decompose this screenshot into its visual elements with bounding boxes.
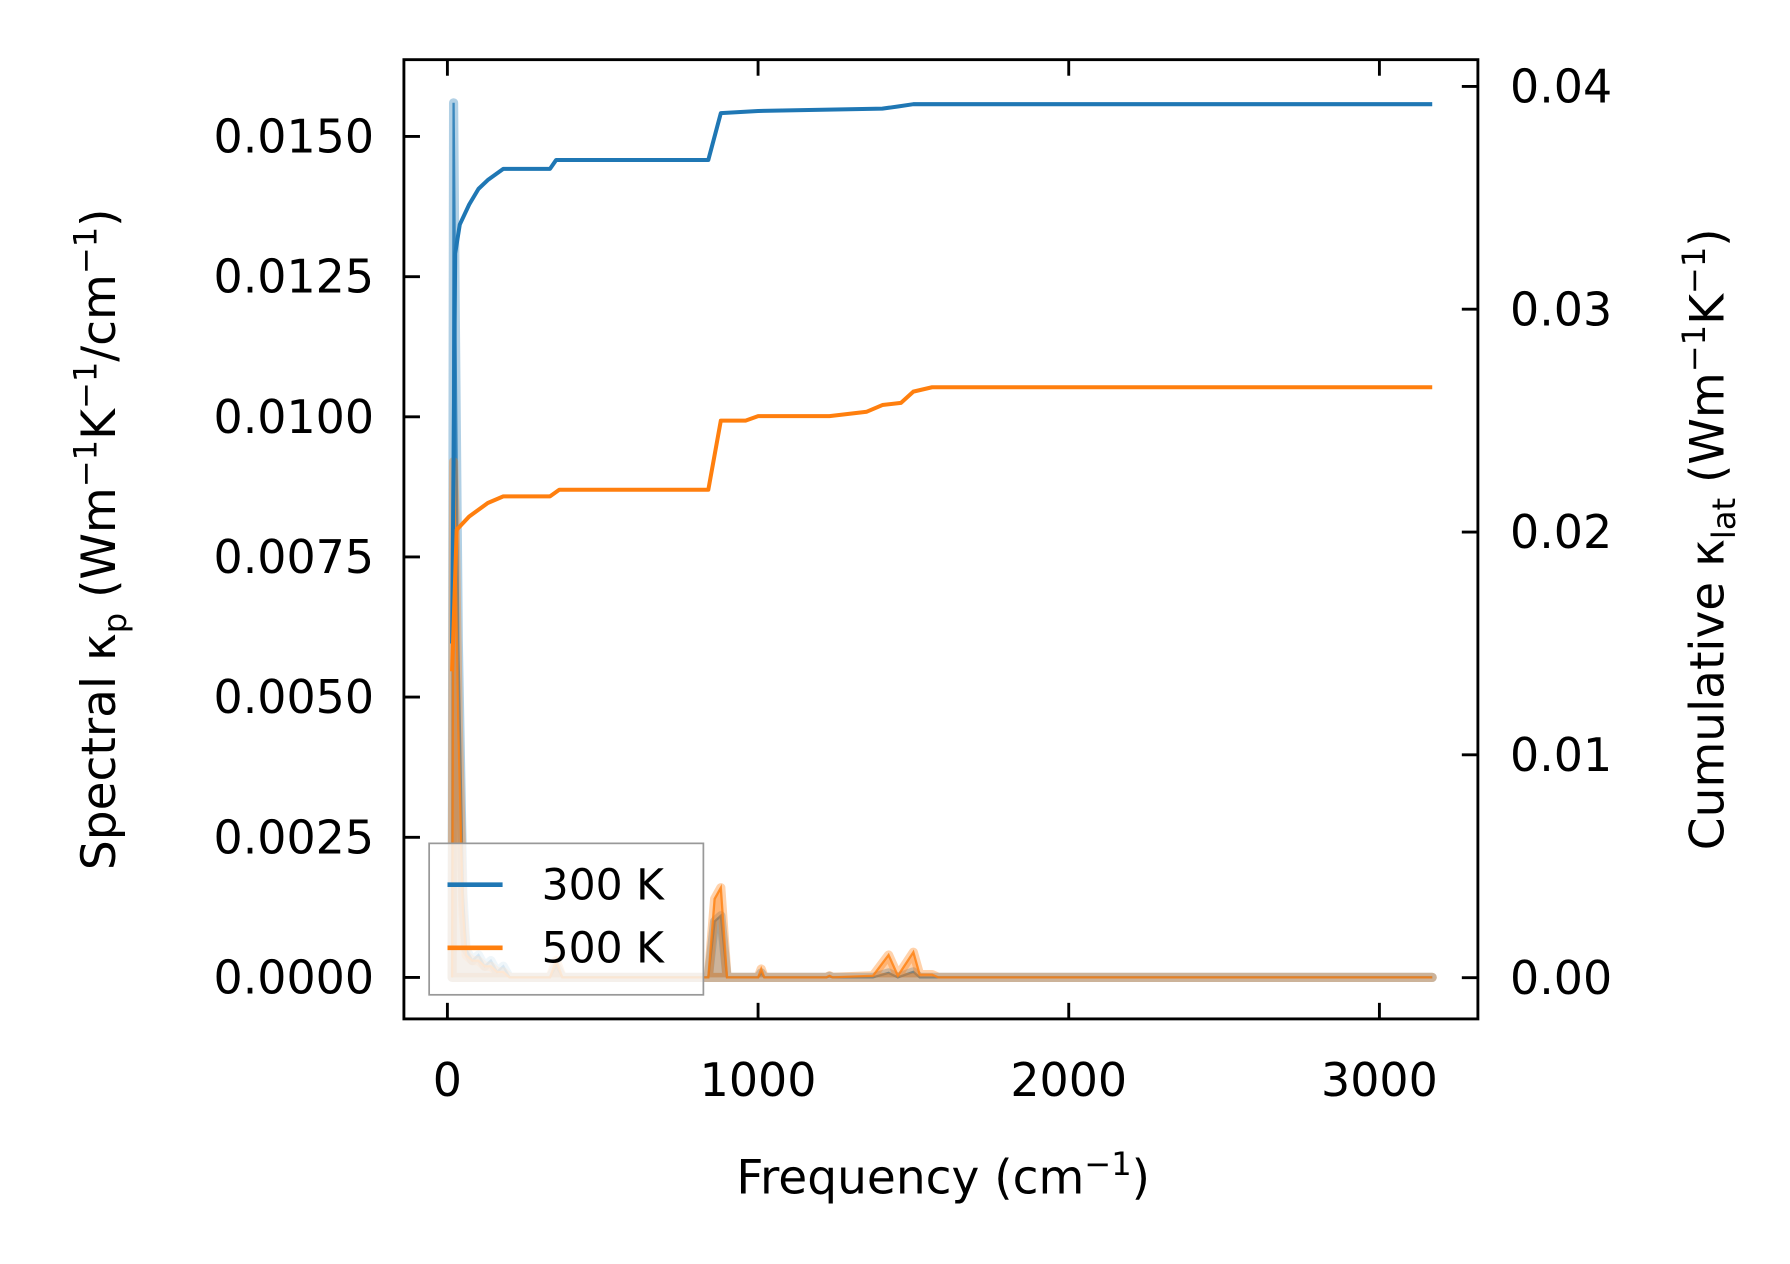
y-left-tick-label: 0.0075 xyxy=(214,530,375,584)
ticks: 0 1000 2000 3000 0.0000 0.0025 0.0050 0.0075 0.0… xyxy=(214,59,1613,1106)
y-left-tick-label: 0.0125 xyxy=(214,250,375,304)
x-tick-label: 3000 xyxy=(1321,1053,1438,1107)
legend-label-500k: 500 K xyxy=(542,925,665,974)
y-axis-left-label: Spectral κp (Wm−1K−1/cm−1) xyxy=(66,208,134,870)
y-left-tick-label: 0.0150 xyxy=(214,110,375,164)
y-right-tick-label: 0.04 xyxy=(1510,59,1612,113)
y-right-tick-label: 0.03 xyxy=(1510,282,1612,336)
x-tick-label: 1000 xyxy=(700,1053,817,1107)
y-left-tick-label: 0.0100 xyxy=(214,390,375,444)
y-right-tick-label: 0.01 xyxy=(1510,728,1612,782)
y-axis-right-label: Cumulative κlat (Wm−1K−1) xyxy=(1675,228,1743,850)
x-tick-label: 2000 xyxy=(1010,1053,1127,1107)
legend-label-300k: 300 K xyxy=(542,862,665,911)
y-right-tick-label: 0.00 xyxy=(1510,951,1612,1005)
legend: 300 K 500 K xyxy=(428,842,705,996)
axes-frame xyxy=(402,58,1480,1021)
y-right-tick-label: 0.02 xyxy=(1510,505,1612,559)
x-axis-label: Frequency (cm−1) xyxy=(736,1145,1150,1205)
legend-box xyxy=(428,842,705,996)
cumulative-line-1 xyxy=(450,385,1433,672)
cumulative-line-0 xyxy=(450,102,1433,644)
y-left-tick-label: 0.0050 xyxy=(214,670,375,724)
y-left-tick-label: 0.0000 xyxy=(214,950,375,1004)
y-left-tick-label: 0.0025 xyxy=(214,810,375,864)
x-tick-label: 0 xyxy=(433,1053,462,1107)
